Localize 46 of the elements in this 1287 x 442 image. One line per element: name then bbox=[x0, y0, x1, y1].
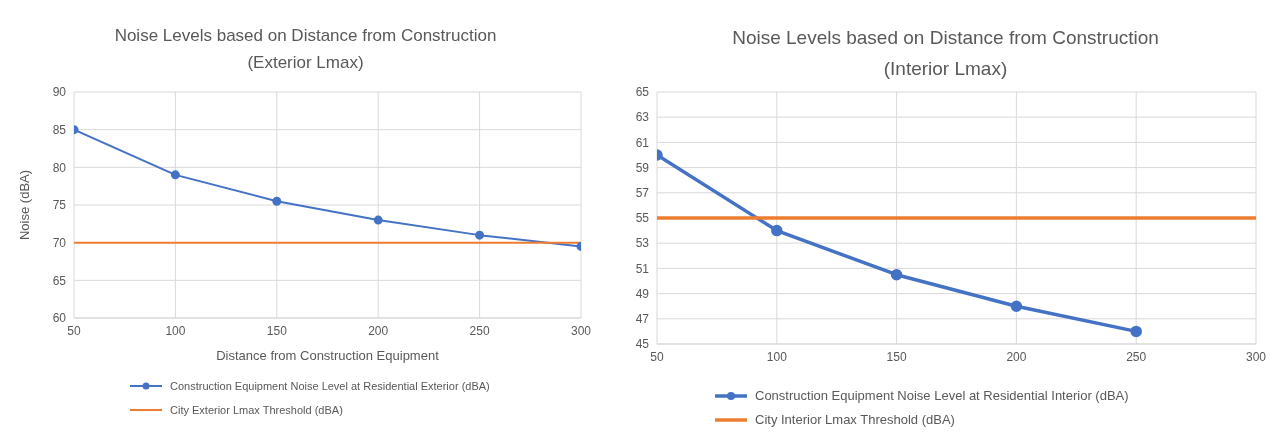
y-tick-label: 65 bbox=[635, 85, 650, 100]
x-tick-label: 50 bbox=[67, 323, 81, 338]
y-tick-label: 45 bbox=[635, 337, 650, 352]
y-tick-label: 47 bbox=[635, 312, 650, 327]
point bbox=[1010, 300, 1023, 312]
x-tick-label: 150 bbox=[266, 323, 288, 338]
point bbox=[373, 215, 383, 225]
chart-title: Noise Levels based on Distance from Construction (Exterior Lmax) bbox=[113, 25, 498, 74]
y-axis-title: Noise (dBA) bbox=[16, 169, 32, 241]
point bbox=[272, 196, 282, 206]
y-tick-label: 63 bbox=[635, 110, 650, 125]
x-tick-label: 250 bbox=[469, 323, 490, 338]
y-tick-label: 61 bbox=[635, 135, 650, 150]
y-tick-label: 65 bbox=[52, 273, 67, 288]
y-tick-label: 60 bbox=[52, 311, 67, 326]
y-tick-label: 51 bbox=[635, 261, 650, 276]
point bbox=[890, 268, 903, 281]
x-tick-label: 150 bbox=[886, 349, 907, 364]
point bbox=[1130, 325, 1142, 338]
y-tick-label: 57 bbox=[635, 186, 650, 201]
x-tick-label: 200 bbox=[368, 323, 389, 338]
x-tick-label: 250 bbox=[1126, 349, 1147, 364]
x-tick-label: 50 bbox=[650, 349, 664, 364]
legend-label: Construction Equipment Noise Level at Residential Exterior (dBA) bbox=[170, 379, 490, 394]
x-tick-label: 300 bbox=[1245, 349, 1267, 364]
legend-label: Construction Equipment Noise Level at Residential Interior (dBA) bbox=[755, 387, 1129, 405]
y-tick-label: 85 bbox=[52, 122, 67, 137]
y-tick-label: 90 bbox=[52, 85, 67, 100]
y-tick-label: 75 bbox=[52, 198, 67, 213]
y-tick-label: 49 bbox=[635, 286, 650, 301]
point bbox=[170, 170, 180, 180]
chart-title: Noise Levels based on Distance from Construction (Interior Lmax) bbox=[731, 26, 1160, 81]
x-tick-label: 100 bbox=[766, 349, 788, 364]
y-tick-label: 70 bbox=[52, 235, 67, 250]
legend-label: City Interior Lmax Threshold (dBA) bbox=[755, 411, 955, 429]
y-tick-label: 53 bbox=[635, 236, 650, 251]
x-tick-label: 300 bbox=[570, 323, 592, 338]
x-axis-title: Distance from Construction Equipment bbox=[216, 348, 440, 363]
y-tick-label: 80 bbox=[52, 160, 67, 175]
point bbox=[771, 224, 783, 237]
x-tick-label: 200 bbox=[1006, 349, 1027, 364]
point bbox=[475, 230, 485, 240]
legend-label: City Exterior Lmax Threshold (dBA) bbox=[170, 403, 343, 418]
y-tick-label: 55 bbox=[635, 211, 650, 226]
x-tick-label: 100 bbox=[165, 323, 186, 338]
y-tick-label: 59 bbox=[635, 160, 650, 175]
